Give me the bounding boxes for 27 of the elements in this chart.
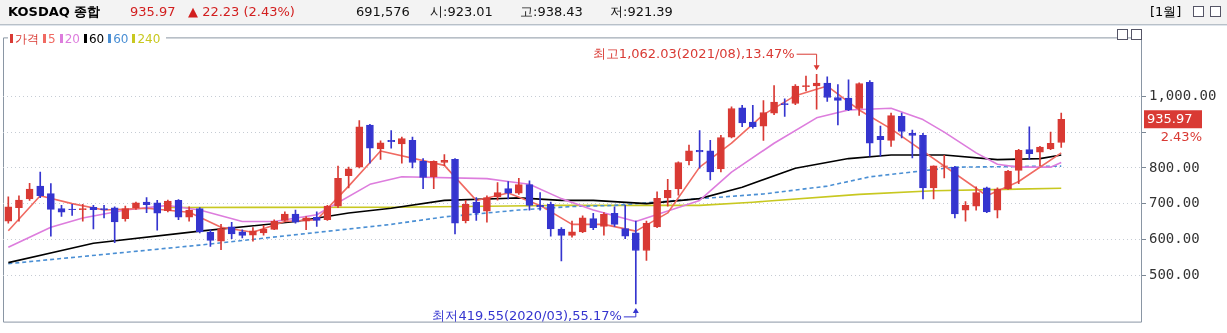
annotation: 최고1,062.03(2021/08),13.47% — [592, 45, 795, 61]
text: 935.97 — [1147, 110, 1193, 126]
legend-label: 20 — [64, 32, 80, 46]
candlestick — [802, 75, 810, 92]
y-tick-label: 700.00 — [1149, 194, 1200, 211]
candlestick — [78, 204, 87, 222]
y-tick-label: 1,000.00 — [1149, 87, 1217, 104]
annotation: 최저419.55(2020/03),55.17% — [432, 308, 622, 324]
y-tick-label: 500.00 — [1149, 265, 1200, 282]
text: [1월] — [1150, 3, 1182, 21]
legend-label: 가격 — [15, 32, 39, 46]
text: 935.97 — [130, 3, 176, 21]
text: 2.43% — [1160, 128, 1202, 144]
text: 고:938.43 — [520, 3, 583, 21]
text: 시:923.01 — [430, 3, 493, 21]
text: 691,576 — [356, 3, 410, 21]
y-tick-label: 600.00 — [1149, 230, 1200, 247]
candlestick — [68, 204, 76, 216]
text: ▲ 22.23 (2.43%) — [188, 3, 295, 21]
legend-label: 60 — [113, 32, 129, 46]
text: 저:921.39 — [610, 3, 673, 21]
chart-title: KOSDAQ 종합 — [8, 3, 101, 21]
legend-label: 60 — [88, 32, 105, 46]
legend-label: 240 — [137, 32, 161, 46]
legend-label: 5 — [48, 32, 56, 46]
candlestick — [100, 205, 108, 219]
y-tick-label: 800.00 — [1149, 158, 1200, 175]
